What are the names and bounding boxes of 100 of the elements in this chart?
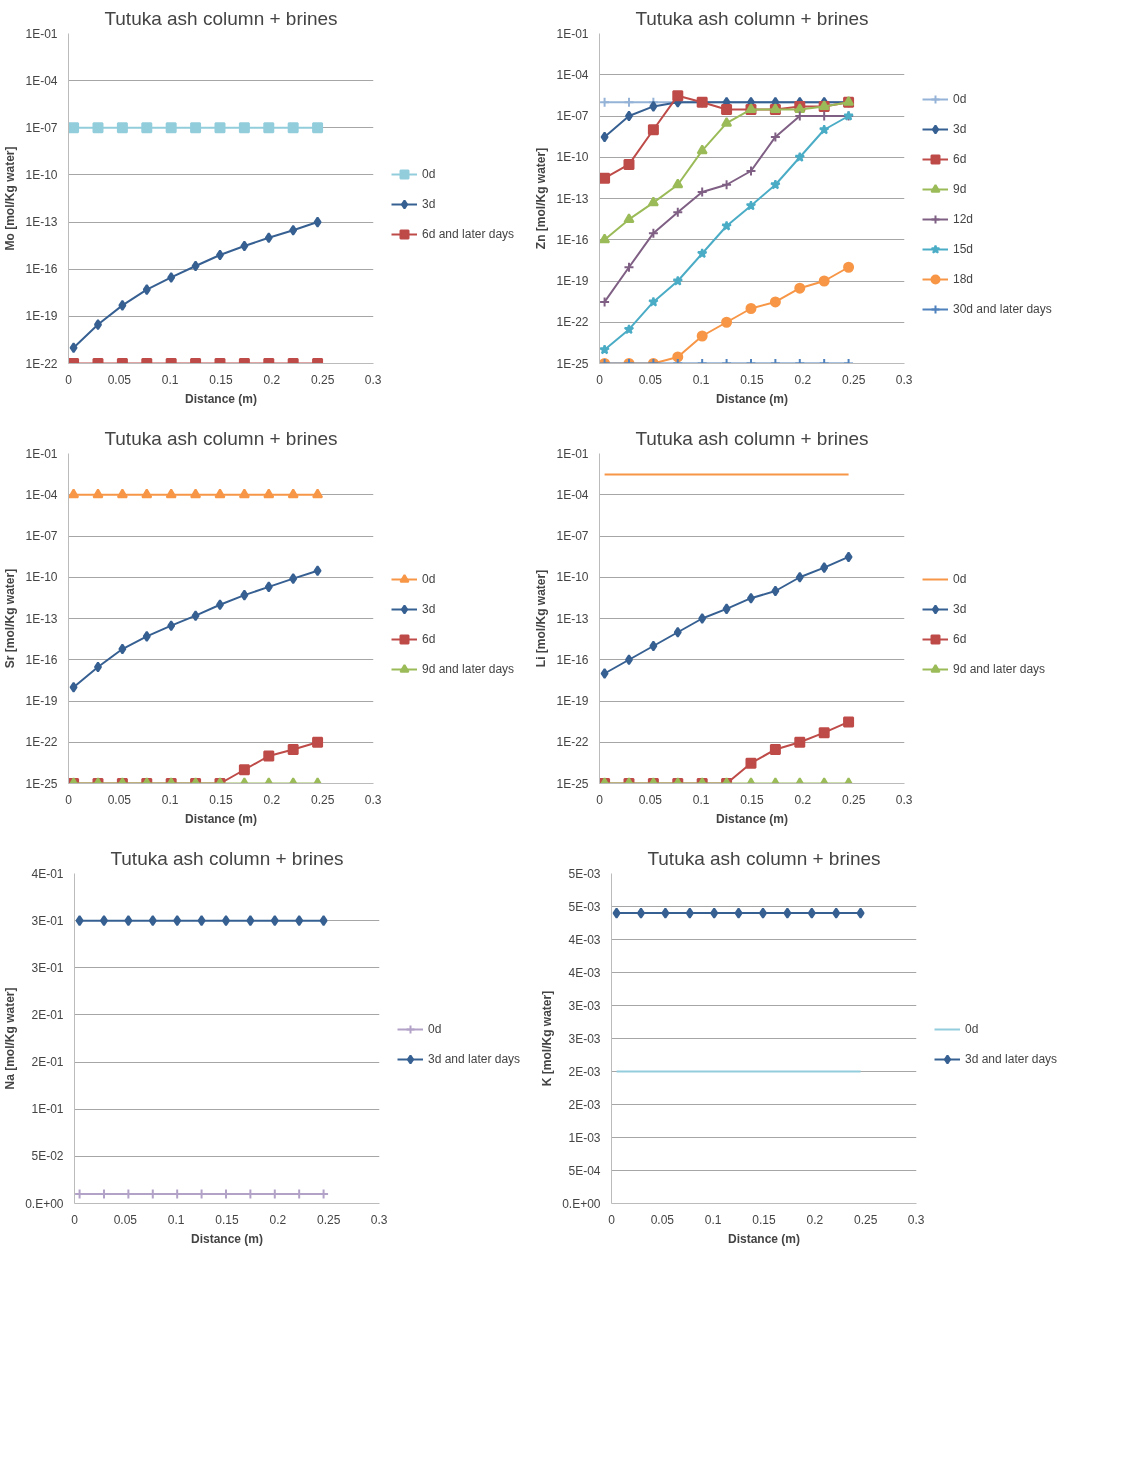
x-tick-label: 0.25 [841,792,866,807]
legend-label: 6d [953,632,968,646]
y-tick-label: 1E-04 [556,487,589,502]
x-tick-label: 0.3 [370,1212,388,1227]
x-axis-title: Distance (m) [715,811,789,826]
y-axis-title: Zn [mol/Kg water] [534,147,549,250]
legend-label: 0d [953,572,968,586]
x-tick-label: 0.3 [907,1212,925,1227]
y-tick-label: 1E-16 [556,232,589,247]
legend-label: 3d [953,122,968,136]
y-axis-title: Na [mol/Kg water] [3,987,18,1090]
x-axis-title: Distance (m) [715,391,789,406]
x-axis-title: Distance (m) [184,811,258,826]
y-tick-label: 3E-03 [568,1031,601,1046]
legend-label: 0d [965,1022,980,1036]
x-tick-label: 0.2 [269,1212,287,1227]
legend-label: 0d [422,572,437,586]
y-tick-label: 1E-10 [25,570,58,585]
y-axis-title: Sr [mol/Kg water] [3,568,18,669]
chart-title: Tutuka ash column + brines [110,847,344,869]
y-tick-label: 1E-10 [25,167,58,182]
legend-label: 9d and later days [422,662,515,676]
legend-label: 0d [422,167,437,181]
y-tick-label: 1E-13 [556,191,589,206]
y-tick-label: 1E-13 [556,611,589,626]
x-tick-label: 0.1 [704,1212,722,1227]
legend-label: 3d and later days [428,1052,521,1066]
y-tick-label: 3E-01 [31,960,64,975]
y-tick-label: 5E-04 [568,1163,601,1178]
x-tick-label: 0 [608,1212,616,1227]
y-tick-label: 1E-19 [25,694,58,708]
y-tick-label: 1E-19 [25,309,58,324]
x-tick-label: 0 [71,1212,79,1227]
y-tick-label: 2E-03 [568,1064,601,1079]
legend-label: 9d [953,182,968,196]
y-tick-label: 1E-22 [25,356,58,371]
x-tick-label: 0.1 [161,792,179,807]
x-tick-label: 0.15 [740,792,764,807]
x-tick-label: 0.2 [794,792,812,807]
legend-label: 3d and later days [965,1052,1058,1066]
x-tick-label: 0.15 [209,792,233,807]
x-axis-title: Distance (m) [184,391,258,406]
y-tick-label: 3E-03 [568,998,601,1013]
y-tick-label: 1E-13 [25,611,58,626]
y-tick-label: 0.E+00 [25,1196,64,1211]
x-tick-label: 0.05 [107,372,132,387]
chart-title: Tutuka ash column + brines [647,847,881,869]
x-tick-label: 0.3 [895,372,913,387]
y-tick-label: 1E-10 [556,150,589,165]
legend-label: 6d and later days [422,227,515,241]
x-tick-label: 0.05 [650,1212,675,1227]
x-axis-title: Distance (m) [190,1231,264,1246]
x-tick-label: 0.2 [263,792,281,807]
y-axis-title: Li [mol/Kg water] [534,569,549,668]
legend-label: 0d [428,1022,443,1036]
x-tick-label: 0.15 [740,372,764,387]
x-axis-title: Distance (m) [727,1231,801,1246]
x-tick-label: 0.3 [895,792,913,807]
legend-label: 12d [953,212,974,226]
y-tick-label: 2E-03 [568,1097,601,1112]
y-tick-label: 2E-01 [31,1055,64,1070]
x-tick-label: 0.1 [692,372,710,387]
x-tick-label: 0.05 [638,792,663,807]
y-tick-label: 1E-10 [556,570,589,585]
y-tick-label: 1E-01 [31,1102,64,1117]
y-tick-label: 1E-22 [556,735,589,750]
chart-title: Tutuka ash column + brines [104,427,338,449]
x-tick-label: 0.25 [310,372,335,387]
y-tick-label: 4E-03 [568,932,601,947]
y-tick-label: 1E-07 [556,529,589,543]
legend-label: 18d [953,272,974,286]
y-tick-label: 2E-01 [31,1007,64,1022]
x-tick-label: 0.3 [364,372,382,387]
x-tick-label: 0.25 [841,372,866,387]
y-tick-label: 3E-01 [31,913,64,928]
y-tick-label: 1E-22 [556,315,589,330]
x-tick-label: 0.25 [853,1212,878,1227]
x-tick-label: 0.1 [692,792,710,807]
y-tick-label: 1E-01 [556,26,589,41]
y-tick-label: 1E-04 [25,73,58,88]
x-tick-label: 0.05 [107,792,132,807]
x-tick-label: 0.25 [310,792,335,807]
legend-label: 9d and later days [953,662,1046,676]
x-tick-label: 0.2 [263,372,281,387]
y-tick-label: 1E-01 [556,446,589,461]
y-tick-label: 1E-25 [556,356,589,371]
y-tick-label: 1E-25 [556,776,589,791]
x-tick-label: 0.15 [209,372,233,387]
y-tick-label: 1E-13 [25,215,58,230]
legend-label: 6d [422,632,437,646]
legend-label: 3d [422,197,437,211]
y-tick-label: 5E-02 [31,1149,64,1164]
x-tick-label: 0.3 [364,792,382,807]
x-tick-label: 0.15 [215,1212,239,1227]
x-tick-label: 0 [65,372,73,387]
y-tick-label: 1E-01 [25,26,58,41]
y-tick-label: 0.E+00 [562,1196,601,1211]
y-tick-label: 1E-16 [25,652,58,667]
y-tick-label: 4E-03 [568,965,601,980]
x-tick-label: 0 [65,792,73,807]
